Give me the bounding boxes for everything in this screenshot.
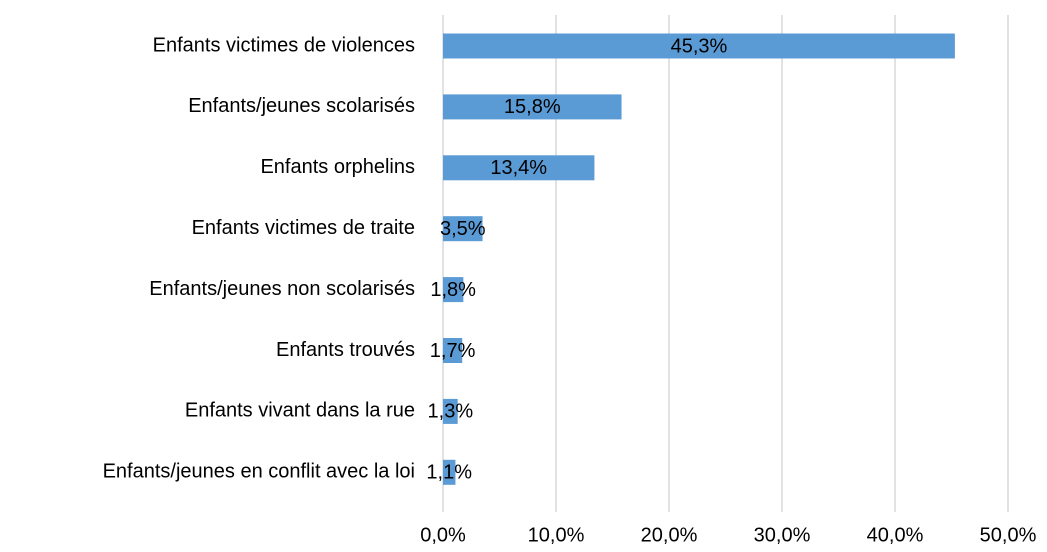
bar — [443, 338, 463, 363]
x-tick-label: 20,0% — [641, 524, 698, 546]
bar — [443, 277, 464, 303]
x-tick-label: 10,0% — [528, 524, 585, 546]
bar — [443, 155, 595, 181]
data-label: 1,1% — [426, 462, 472, 484]
data-label: 3,5% — [440, 218, 486, 240]
bar — [443, 459, 456, 485]
y-tick-label: Enfants/jeunes en conflit avec la loi — [103, 461, 415, 483]
bar — [443, 94, 622, 120]
y-tick-label: Enfants/jeunes scolarisés — [188, 95, 415, 117]
x-tick-label: 30,0% — [754, 524, 811, 546]
y-tick-label: Enfants victimes de traite — [192, 217, 415, 239]
y-tick-label: Enfants vivant dans la rue — [185, 400, 415, 422]
data-label: 1,8% — [430, 279, 476, 301]
y-tick-label: Enfants/jeunes non scolarisés — [149, 278, 415, 300]
y-tick-label: Enfants victimes de violences — [153, 34, 415, 56]
bar — [443, 33, 955, 59]
bar — [443, 398, 458, 424]
x-tick-label: 50,0% — [980, 524, 1037, 546]
data-label: 13,4% — [490, 157, 547, 179]
y-tick-label: Enfants trouvés — [276, 339, 415, 361]
x-tick-label: 40,0% — [867, 524, 924, 546]
data-label: 45,3% — [671, 35, 728, 57]
x-tick-label: 0,0% — [420, 524, 466, 546]
data-label: 15,8% — [504, 96, 561, 118]
data-label: 1,3% — [428, 401, 474, 423]
bar — [443, 216, 483, 242]
data-label: 1,7% — [430, 340, 476, 362]
y-tick-label: Enfants orphelins — [260, 156, 415, 178]
